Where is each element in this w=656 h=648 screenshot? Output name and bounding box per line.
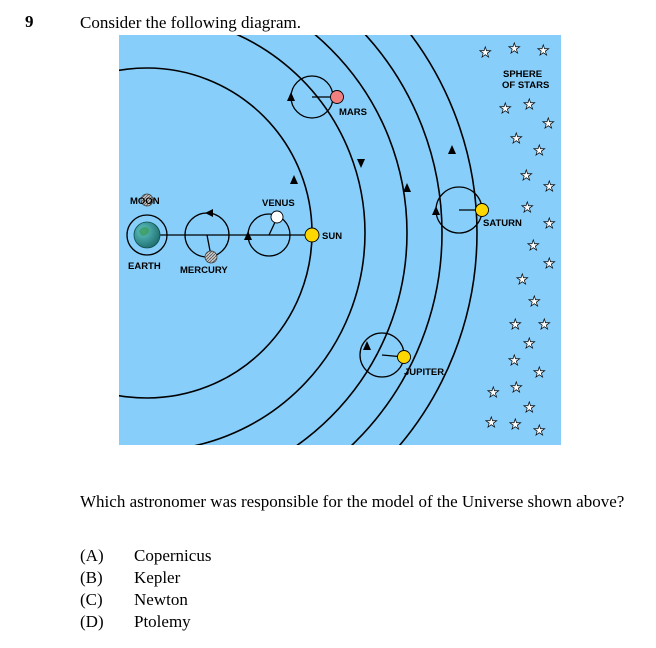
star-icon: ★ bbox=[533, 143, 546, 159]
arrow-saturn-epicycle bbox=[432, 206, 440, 215]
option-letter: (A) bbox=[80, 546, 104, 565]
star-icon: ★ bbox=[508, 41, 521, 57]
star-icon: ★ bbox=[528, 294, 541, 310]
star-icon: ★ bbox=[533, 423, 546, 439]
option-text: Kepler bbox=[134, 568, 181, 587]
star-icon: ★ bbox=[487, 385, 500, 401]
star-icon: ★ bbox=[510, 380, 523, 396]
arrow-jupiter-orbit bbox=[403, 183, 411, 192]
star-icon: ★ bbox=[523, 97, 536, 113]
star-icon: ★ bbox=[509, 417, 522, 433]
option-text: Copernicus bbox=[134, 546, 212, 565]
mars-icon bbox=[330, 90, 344, 104]
star-icon: ★ bbox=[543, 256, 556, 272]
star-icon: ★ bbox=[537, 43, 550, 59]
mercury-icon bbox=[204, 250, 218, 264]
moon-icon bbox=[140, 193, 154, 207]
label-saturn: SATURN bbox=[483, 218, 522, 229]
venus-icon bbox=[270, 210, 284, 224]
label-venus: VENUS bbox=[262, 198, 295, 209]
orbit-mars bbox=[194, 35, 366, 445]
option-text: Ptolemy bbox=[134, 612, 191, 631]
diagram-background bbox=[119, 35, 561, 445]
star-icon: ★ bbox=[509, 317, 522, 333]
label-moon: MOON bbox=[130, 196, 160, 207]
orbit-saturn bbox=[350, 35, 443, 445]
option-letter: (C) bbox=[80, 590, 103, 609]
star-icon: ★ bbox=[520, 168, 533, 184]
question-number: 9 bbox=[25, 12, 34, 31]
saturn-icon bbox=[475, 203, 489, 217]
star-icon: ★ bbox=[523, 336, 536, 352]
label-sphere-of-stars-line1: SPHERE bbox=[503, 69, 542, 80]
label-mercury: MERCURY bbox=[180, 265, 228, 276]
option-text: Newton bbox=[134, 590, 188, 609]
orbit-sphere-of-stars bbox=[398, 35, 478, 445]
label-earth: EARTH bbox=[128, 261, 161, 272]
arrow-mars-orbit bbox=[357, 159, 365, 168]
jupiter-icon bbox=[397, 350, 411, 364]
label-sun: SUN bbox=[322, 231, 342, 242]
arrow-jupiter-epicycle bbox=[363, 341, 371, 350]
sun-icon bbox=[304, 227, 320, 243]
question-text: Which astronomer was responsible for the… bbox=[80, 492, 625, 511]
star-icon: ★ bbox=[533, 365, 546, 381]
star-icon: ★ bbox=[542, 116, 555, 132]
label-jupiter: JUPITER bbox=[404, 367, 444, 378]
arrow-saturn-orbit bbox=[448, 145, 456, 154]
star-icon: ★ bbox=[508, 353, 521, 369]
arrow-sun-orbit bbox=[290, 175, 298, 184]
label-sphere-of-stars-line2: OF STARS bbox=[502, 80, 549, 91]
star-icon: ★ bbox=[543, 216, 556, 232]
star-icon: ★ bbox=[521, 200, 534, 216]
star-icon: ★ bbox=[543, 179, 556, 195]
star-icon: ★ bbox=[523, 400, 536, 416]
star-icon: ★ bbox=[527, 238, 540, 254]
option-letter: (D) bbox=[80, 612, 104, 631]
star-icon: ★ bbox=[510, 131, 523, 147]
star-icon: ★ bbox=[538, 317, 551, 333]
arrow-venus-epicycle bbox=[244, 231, 252, 240]
question-prompt: Consider the following diagram. bbox=[80, 13, 301, 32]
star-icon: ★ bbox=[499, 101, 512, 117]
geocentric-diagram: ★ ★ ★ ★ ★ ★ ★ ★ ★ ★ ★ ★ ★ ★ ★ ★ ★ ★ ★ ★ … bbox=[119, 35, 561, 445]
earth-icon bbox=[133, 221, 161, 249]
star-icon: ★ bbox=[485, 415, 498, 431]
star-icon: ★ bbox=[516, 272, 529, 288]
arrow-mercury-epicycle bbox=[205, 209, 213, 217]
star-icon: ★ bbox=[479, 45, 492, 61]
arrow-mars-epicycle bbox=[287, 92, 295, 101]
option-letter: (B) bbox=[80, 568, 103, 587]
orbit-jupiter bbox=[296, 35, 408, 445]
label-mars: MARS bbox=[339, 107, 367, 118]
